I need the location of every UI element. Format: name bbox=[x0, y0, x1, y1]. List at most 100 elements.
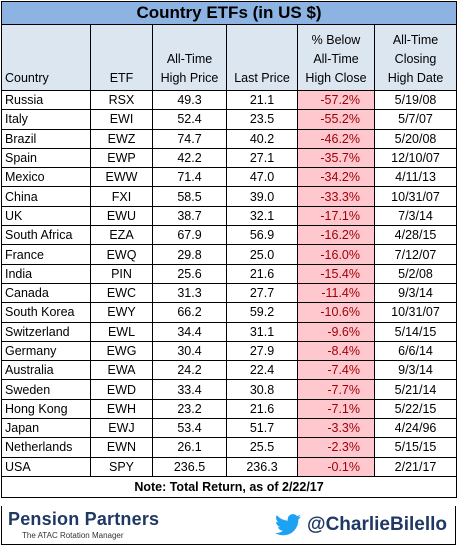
cell-etf: EWP bbox=[90, 147, 153, 169]
cell-etf: SPY bbox=[90, 456, 153, 477]
header-country: Country bbox=[1, 24, 91, 91]
cell-ath-price: 49.3 bbox=[152, 89, 227, 111]
cell-country: Canada bbox=[1, 282, 91, 304]
cell-pct-below: -17.1% bbox=[297, 205, 375, 227]
cell-pct-below: -7.1% bbox=[297, 398, 375, 420]
cell-country: China bbox=[1, 186, 91, 207]
cell-ath-date: 10/31/07 bbox=[373, 186, 457, 207]
cell-country: Switzerland bbox=[1, 321, 91, 342]
table-row: China FXI 58.5 39.0 -33.3% 10/31/07 bbox=[1, 186, 457, 207]
cell-ath-date: 5/14/15 bbox=[373, 321, 457, 342]
cell-last-price: 31.1 bbox=[226, 321, 298, 342]
table-row: USA SPY 236.5 236.3 -0.1% 2/21/17 bbox=[1, 456, 457, 477]
cell-etf: EWN bbox=[90, 437, 153, 458]
table-row: Canada EWC 31.3 27.7 -11.4% 9/3/14 bbox=[1, 282, 457, 304]
table-body: Russia RSX 49.3 21.1 -57.2% 5/19/08 Italy EWI 52… bbox=[1, 89, 457, 477]
cell-etf: EWJ bbox=[90, 418, 153, 439]
cell-country: USA bbox=[1, 456, 91, 477]
cell-pct-below: -7.7% bbox=[297, 379, 375, 400]
cell-country: Hong Kong bbox=[1, 398, 91, 420]
cell-pct-below: -3.3% bbox=[297, 418, 375, 439]
cell-etf: EZA bbox=[90, 225, 153, 246]
cell-last-price: 25.5 bbox=[226, 437, 298, 458]
cell-ath-date: 7/12/07 bbox=[373, 244, 457, 265]
cell-ath-date: 5/7/07 bbox=[373, 109, 457, 130]
cell-country: France bbox=[1, 244, 91, 265]
footer: Pension Partners The ATAC Rotation Manag… bbox=[1, 506, 456, 545]
table-title: Country ETFs (in US $) bbox=[0, 1, 457, 25]
cell-ath-price: 26.1 bbox=[152, 437, 227, 458]
cell-pct-below: -0.1% bbox=[297, 456, 375, 477]
cell-ath-date: 5/2/08 bbox=[373, 263, 457, 284]
cell-last-price: 40.2 bbox=[226, 128, 298, 149]
cell-etf: EWU bbox=[90, 205, 153, 227]
cell-last-price: 25.0 bbox=[226, 244, 298, 265]
table-row: South Korea EWY 66.2 59.2 -10.6% 10/31/07 bbox=[1, 302, 457, 323]
cell-pct-below: -33.3% bbox=[297, 186, 375, 207]
table-row: UK EWU 38.7 32.1 -17.1% 7/3/14 bbox=[1, 205, 457, 227]
cell-ath-price: 71.4 bbox=[152, 167, 227, 188]
cell-etf: EWY bbox=[90, 302, 153, 323]
cell-country: Mexico bbox=[1, 167, 91, 188]
header-etf: ETF bbox=[90, 24, 153, 91]
cell-last-price: 21.6 bbox=[226, 263, 298, 284]
cell-pct-below: -9.6% bbox=[297, 321, 375, 342]
cell-ath-price: 52.4 bbox=[152, 109, 227, 130]
cell-etf: EWC bbox=[90, 282, 153, 304]
cell-country: Netherlands bbox=[1, 437, 91, 458]
cell-ath-price: 30.4 bbox=[152, 340, 227, 362]
twitter-bird-icon bbox=[275, 514, 302, 536]
cell-ath-date: 4/11/13 bbox=[373, 167, 457, 188]
cell-pct-below: -55.2% bbox=[297, 109, 375, 130]
cell-country: South Korea bbox=[1, 302, 91, 323]
cell-ath-date: 6/6/14 bbox=[373, 340, 457, 362]
table-row: Netherlands EWN 26.1 25.5 -2.3% 5/15/15 bbox=[1, 437, 457, 458]
cell-last-price: 39.0 bbox=[226, 186, 298, 207]
cell-ath-date: 2/21/17 bbox=[373, 456, 457, 477]
table-row: Brazil EWZ 74.7 40.2 -46.2% 5/20/08 bbox=[1, 128, 457, 149]
cell-etf: EWH bbox=[90, 398, 153, 420]
cell-pct-below: -46.2% bbox=[297, 128, 375, 149]
table-note: Note: Total Return, as of 2/22/17 bbox=[0, 475, 457, 498]
cell-etf: EWL bbox=[90, 321, 153, 342]
table-row: Switzerland EWL 34.4 31.1 -9.6% 5/14/15 bbox=[1, 321, 457, 342]
cell-last-price: 23.5 bbox=[226, 109, 298, 130]
cell-country: Brazil bbox=[1, 128, 91, 149]
cell-etf: PIN bbox=[90, 263, 153, 284]
cell-ath-date: 12/10/07 bbox=[373, 147, 457, 169]
cell-ath-price: 23.2 bbox=[152, 398, 227, 420]
cell-country: Spain bbox=[1, 147, 91, 169]
cell-pct-below: -34.2% bbox=[297, 167, 375, 188]
cell-etf: EWD bbox=[90, 379, 153, 400]
table-row: Hong Kong EWH 23.2 21.6 -7.1% 5/22/15 bbox=[1, 398, 457, 420]
cell-ath-price: 67.9 bbox=[152, 225, 227, 246]
cell-last-price: 51.7 bbox=[226, 418, 298, 439]
cell-etf: EWG bbox=[90, 340, 153, 362]
table-row: France EWQ 29.8 25.0 -16.0% 7/12/07 bbox=[1, 244, 457, 265]
table-row: Germany EWG 30.4 27.9 -8.4% 6/6/14 bbox=[1, 340, 457, 362]
cell-ath-price: 38.7 bbox=[152, 205, 227, 227]
cell-last-price: 32.1 bbox=[226, 205, 298, 227]
cell-last-price: 56.9 bbox=[226, 225, 298, 246]
header-pct-below: % Below All-Time High Close bbox=[297, 24, 375, 91]
cell-last-price: 22.4 bbox=[226, 360, 298, 381]
cell-pct-below: -11.4% bbox=[297, 282, 375, 304]
table-row: Sweden EWD 33.4 30.8 -7.7% 5/21/14 bbox=[1, 379, 457, 400]
cell-country: India bbox=[1, 263, 91, 284]
cell-etf: FXI bbox=[90, 186, 153, 207]
cell-last-price: 21.1 bbox=[226, 89, 298, 111]
cell-ath-price: 25.6 bbox=[152, 263, 227, 284]
brand-name: Pension Partners bbox=[8, 509, 160, 529]
table-row: Japan EWJ 53.4 51.7 -3.3% 4/24/96 bbox=[1, 418, 457, 439]
cell-ath-price: 53.4 bbox=[152, 418, 227, 439]
etf-table: Country ETFs (in US $) Country ETF All-T… bbox=[0, 1, 457, 498]
cell-ath-price: 31.3 bbox=[152, 282, 227, 304]
cell-pct-below: -35.7% bbox=[297, 147, 375, 169]
twitter-handle[interactable]: @CharlieBilello bbox=[307, 514, 447, 535]
cell-ath-date: 10/31/07 bbox=[373, 302, 457, 323]
cell-ath-date: 7/3/14 bbox=[373, 205, 457, 227]
cell-pct-below: -15.4% bbox=[297, 263, 375, 284]
cell-ath-date: 5/20/08 bbox=[373, 128, 457, 149]
cell-pct-below: -16.2% bbox=[297, 225, 375, 246]
cell-ath-price: 74.7 bbox=[152, 128, 227, 149]
